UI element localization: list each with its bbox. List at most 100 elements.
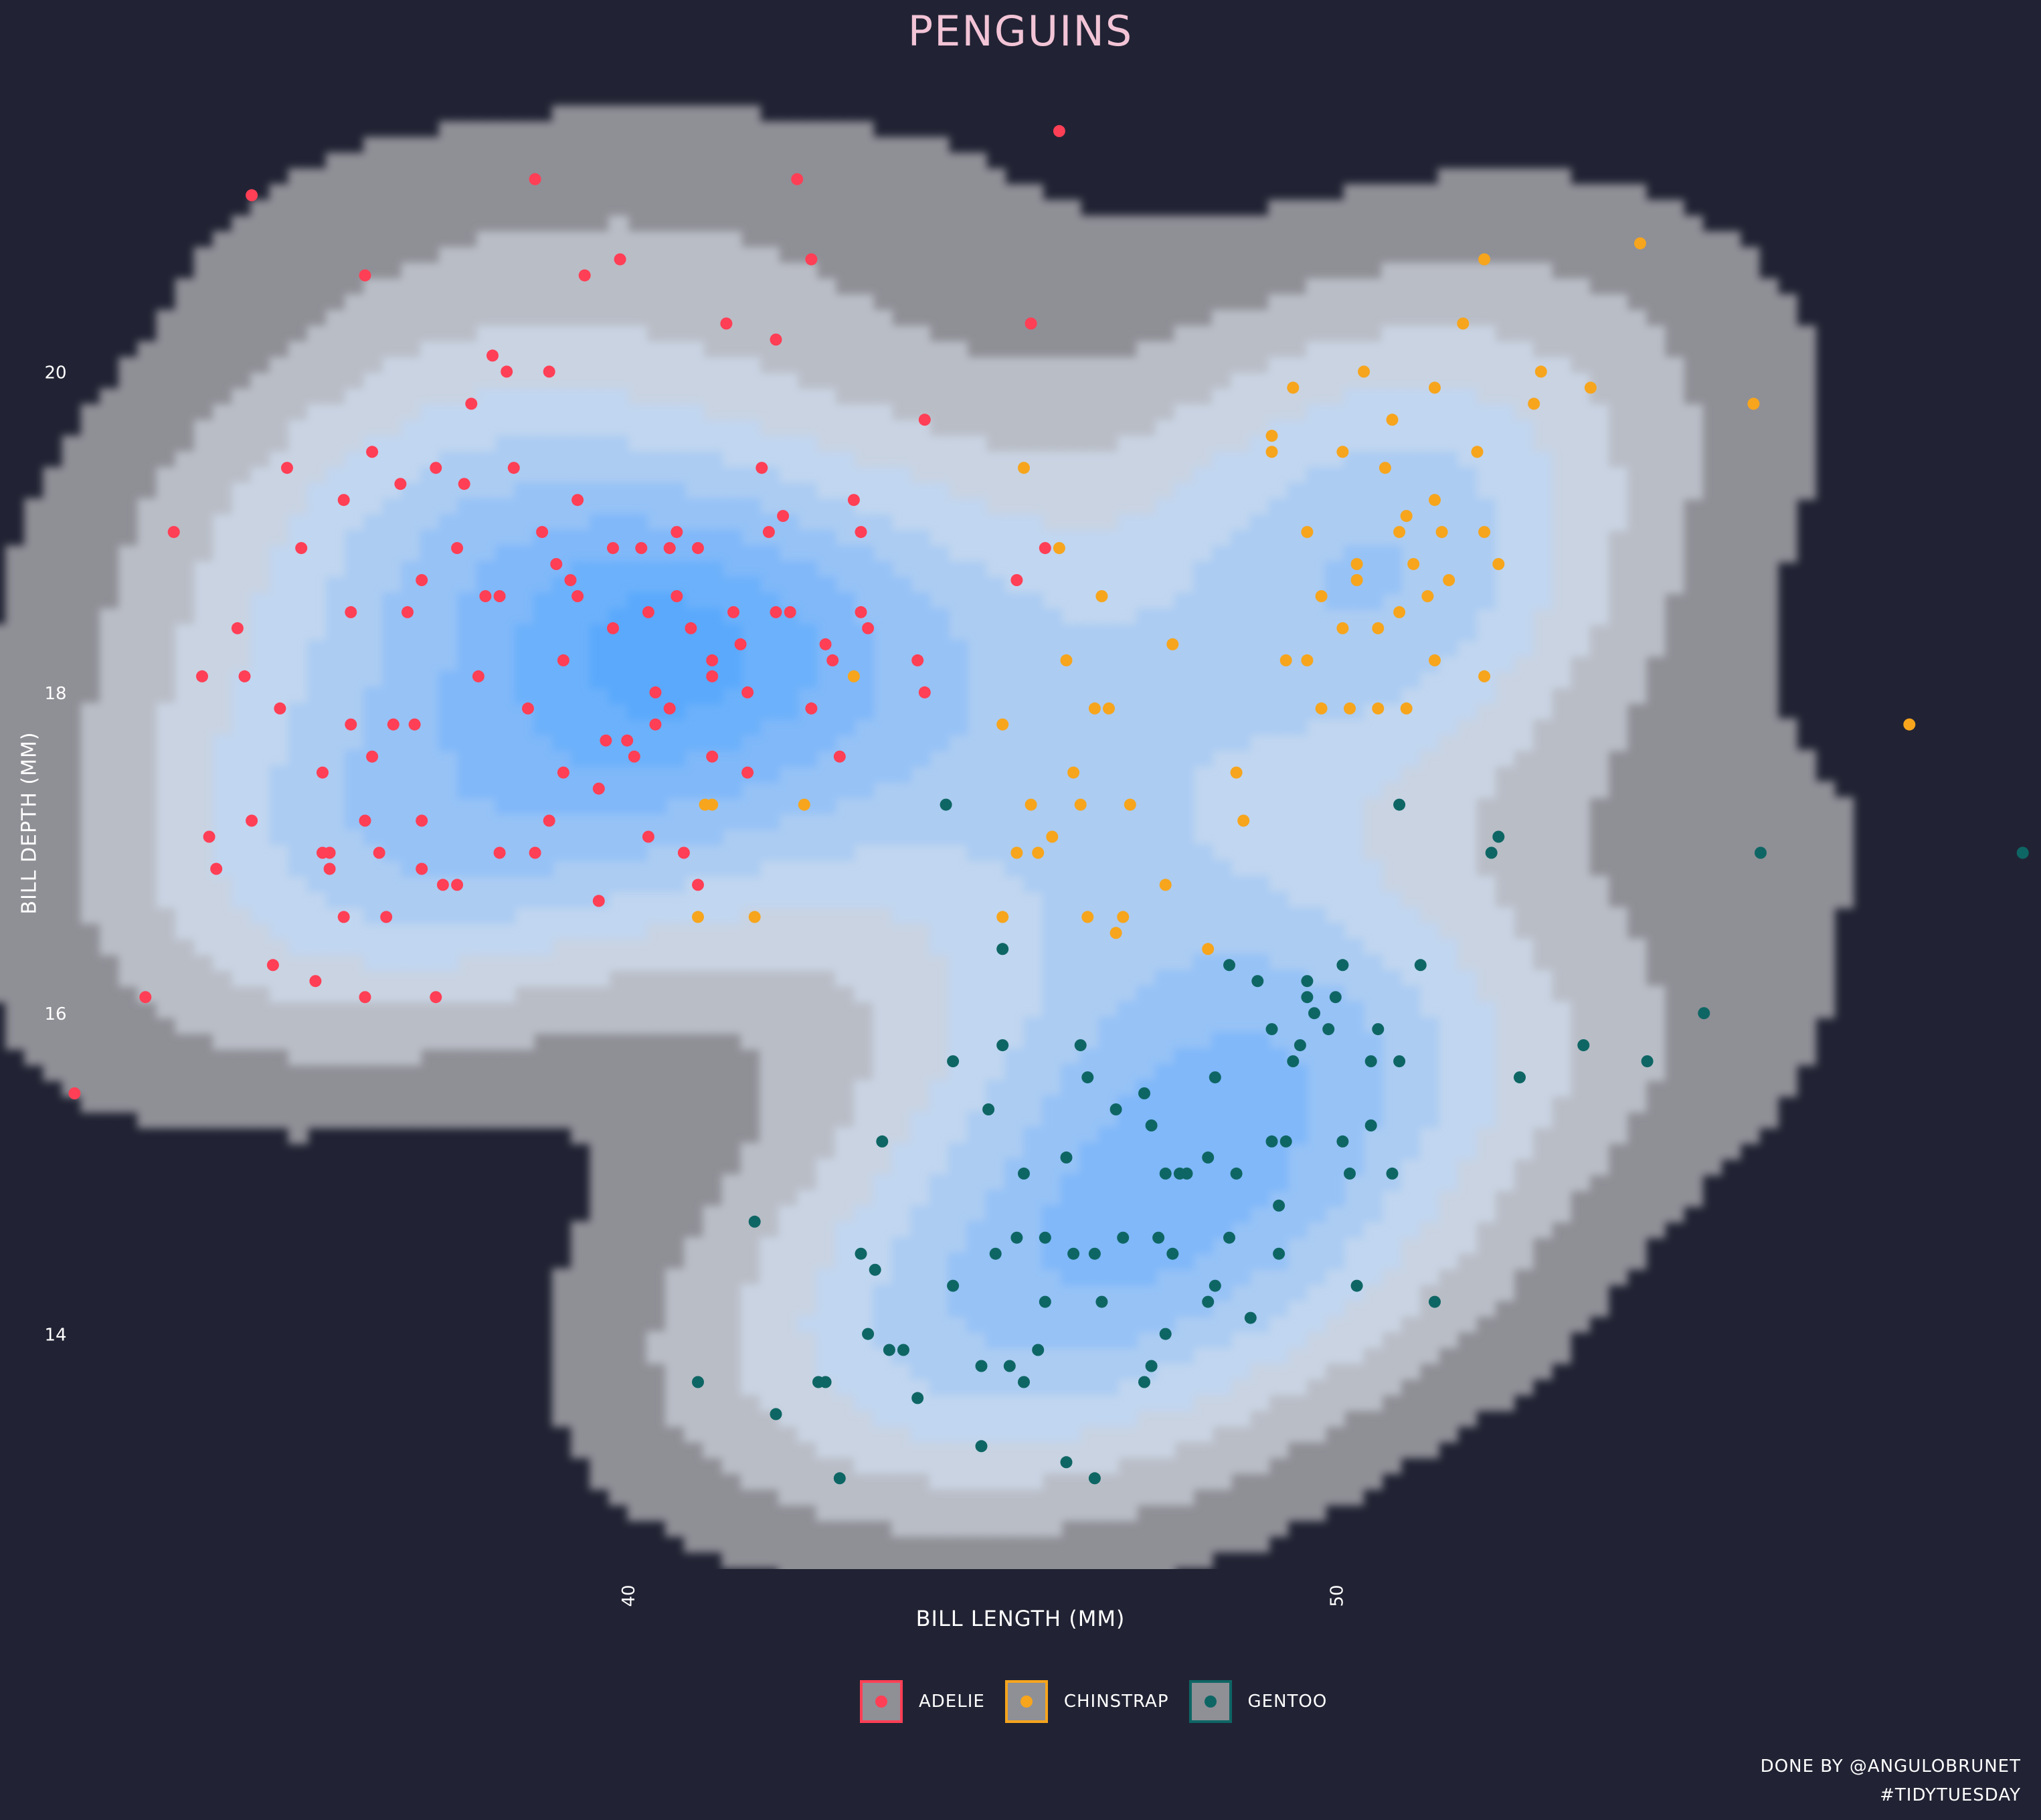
point-gentoo-64 [1372, 1023, 1385, 1036]
point-adelie-27 [416, 862, 428, 875]
point-gentoo-72 [1514, 1071, 1526, 1084]
point-adelie-47 [607, 622, 619, 634]
point-gentoo-20 [996, 1039, 1009, 1052]
point-adelie-42 [564, 574, 577, 586]
point-chinstrap-16 [1081, 911, 1094, 923]
point-chinstrap-19 [1103, 702, 1115, 715]
point-gentoo-65 [1386, 1167, 1399, 1180]
point-gentoo-75 [1698, 1007, 1710, 1020]
point-chinstrap-38 [1372, 622, 1385, 634]
point-adelie-12 [317, 766, 329, 779]
point-gentoo-89 [1336, 959, 1349, 972]
point-adelie-11 [309, 975, 322, 988]
point-gentoo-21 [1003, 1360, 1016, 1372]
y-tick-label-16: 16 [44, 1004, 66, 1024]
point-adelie-37 [501, 365, 513, 378]
point-adelie-64 [791, 173, 804, 185]
point-gentoo-34 [1110, 1103, 1122, 1115]
point-adelie-40 [543, 814, 555, 827]
point-gentoo-50 [1273, 1199, 1285, 1212]
point-adelie-31 [458, 478, 470, 490]
point-adelie-105 [416, 574, 428, 586]
point-gentoo-30 [1074, 1039, 1087, 1052]
point-chinstrap-27 [1265, 446, 1278, 458]
point-chinstrap-17 [1088, 702, 1101, 715]
point-adelie-49 [642, 830, 654, 843]
series-chinstrap [692, 237, 1916, 955]
point-gentoo-56 [1308, 1007, 1320, 1020]
point-adelie-84 [522, 702, 534, 715]
point-adelie-80 [416, 814, 428, 827]
caption-hashtag: #TIDYTUESDAY [1880, 1785, 2021, 1805]
legend-label-adelie: ADELIE [919, 1692, 985, 1712]
point-adelie-65 [805, 253, 818, 266]
point-gentoo-88 [1202, 1295, 1215, 1308]
point-gentoo-77 [2016, 846, 2029, 859]
point-chinstrap-24 [1166, 638, 1179, 650]
point-gentoo-60 [1344, 1167, 1356, 1180]
point-adelie-28 [430, 462, 442, 474]
point-adelie-22 [373, 846, 385, 859]
point-chinstrap-25 [1202, 943, 1215, 955]
legend-label-chinstrap: CHINSTRAP [1064, 1692, 1169, 1712]
point-adelie-100 [833, 750, 846, 763]
point-gentoo-70 [1485, 846, 1498, 859]
point-adelie-88 [607, 542, 619, 555]
point-adelie-113 [430, 991, 442, 1004]
point-adelie-92 [663, 702, 676, 715]
point-adelie-86 [557, 654, 569, 666]
point-chinstrap-32 [1301, 654, 1314, 666]
point-gentoo-62 [1364, 1119, 1377, 1131]
point-adelie-50 [649, 686, 662, 699]
point-chinstrap-37 [1358, 365, 1370, 378]
point-chinstrap-63 [1074, 798, 1087, 811]
point-chinstrap-54 [1478, 526, 1491, 539]
point-gentoo-18 [989, 1247, 1002, 1260]
point-chinstrap-30 [1287, 381, 1300, 394]
y-tick-label-14: 14 [44, 1326, 66, 1346]
point-adelie-0 [68, 1087, 81, 1099]
point-adelie-103 [911, 654, 924, 666]
point-gentoo-80 [1039, 1295, 1051, 1308]
point-gentoo-2 [770, 1408, 782, 1421]
point-gentoo-41 [1180, 1167, 1193, 1180]
density-contours [0, 105, 1854, 1569]
point-adelie-106 [543, 365, 555, 378]
point-adelie-71 [1025, 317, 1037, 330]
point-adelie-115 [628, 750, 640, 763]
point-adelie-15 [337, 494, 350, 507]
point-gentoo-55 [1301, 991, 1314, 1004]
point-gentoo-25 [1032, 1344, 1045, 1356]
point-chinstrap-46 [1407, 558, 1420, 570]
legend-item-adelie: ADELIE [860, 1680, 985, 1723]
point-adelie-108 [614, 253, 626, 266]
point-gentoo-59 [1336, 1135, 1349, 1148]
point-chinstrap-8 [1010, 846, 1023, 859]
point-chinstrap-36 [1350, 558, 1363, 570]
point-gentoo-36 [1145, 1119, 1158, 1131]
point-gentoo-27 [1060, 1456, 1073, 1469]
point-gentoo-9 [876, 1135, 889, 1148]
point-adelie-110 [706, 670, 719, 682]
point-gentoo-87 [1301, 975, 1314, 988]
point-adelie-30 [451, 542, 464, 555]
point-adelie-91 [649, 718, 662, 731]
point-chinstrap-56 [1492, 558, 1505, 570]
point-adelie-72 [1039, 542, 1051, 555]
point-chinstrap-43 [1393, 606, 1406, 618]
point-chinstrap-0 [692, 911, 704, 923]
point-gentoo-49 [1265, 1135, 1278, 1148]
point-chinstrap-42 [1393, 526, 1406, 539]
point-adelie-32 [465, 397, 478, 410]
point-adelie-97 [762, 526, 775, 539]
point-chinstrap-2 [706, 798, 719, 811]
series-adelie [68, 124, 1065, 1099]
point-chinstrap-53 [1478, 670, 1491, 682]
point-adelie-96 [756, 462, 768, 474]
point-adelie-7 [246, 814, 258, 827]
point-gentoo-31 [1081, 1071, 1094, 1084]
point-gentoo-73 [1577, 1039, 1590, 1052]
point-adelie-35 [493, 590, 506, 602]
point-chinstrap-66 [1457, 317, 1470, 330]
point-gentoo-35 [1138, 1376, 1150, 1388]
